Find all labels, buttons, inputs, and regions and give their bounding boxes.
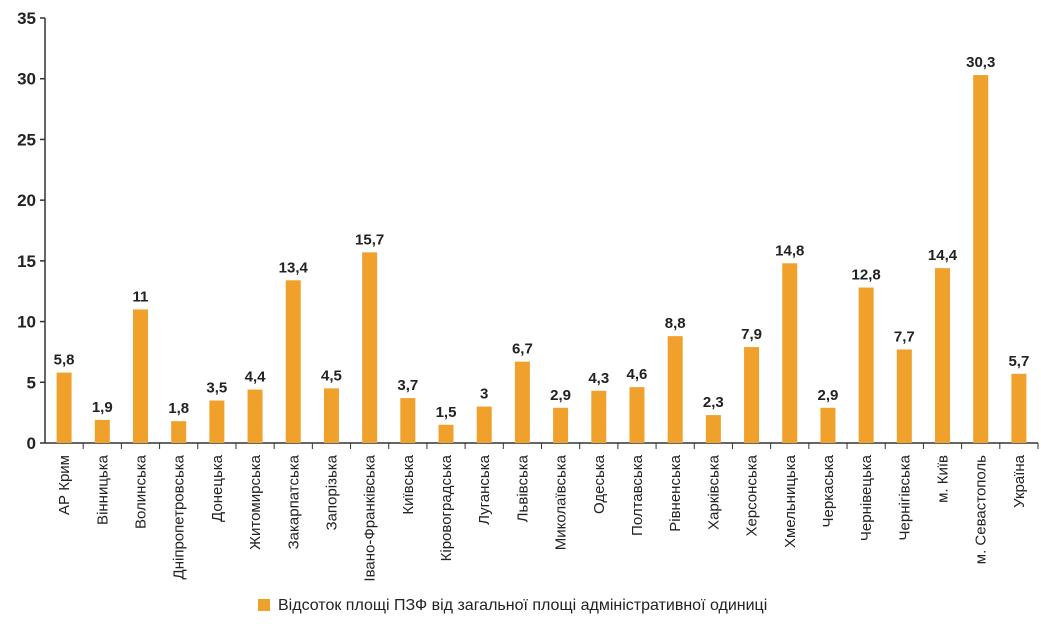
bar-value-label: 2,3 [703, 394, 724, 411]
legend: Відсоток площі ПЗФ від загальної площі а… [258, 597, 767, 614]
bar [94, 419, 110, 443]
legend-label: Відсоток площі ПЗФ від загальної площі а… [278, 597, 767, 614]
category-label: Донецька [209, 454, 226, 522]
bar [896, 349, 912, 443]
category-label: Кіровоградська [438, 454, 455, 561]
bar [514, 361, 530, 443]
value-labels: 5,8 1,9 11 1,8 3,5 4,4 13,4 4,5 15,7 3,7 1,5 3 6,7 2,… [54, 54, 1030, 421]
category-label: Рівненська [667, 454, 684, 531]
category-label: Запорізька [323, 454, 340, 530]
bar-value-label: 2,9 [818, 387, 839, 404]
bar [1011, 373, 1027, 443]
bar [591, 390, 607, 443]
bar-value-label: 13,4 [279, 259, 309, 276]
bar-value-label: 3 [480, 386, 488, 403]
category-label: Херсонська [744, 454, 761, 536]
bar-value-label: 1,8 [168, 400, 189, 417]
bar [285, 280, 301, 443]
bar [438, 424, 454, 443]
bar-value-label: 30,3 [966, 54, 995, 71]
y-tick-label: 20 [17, 191, 36, 210]
bar [56, 372, 72, 443]
bar [323, 388, 339, 443]
bar [973, 75, 989, 444]
bar [209, 400, 225, 443]
bar [744, 347, 760, 443]
bar [171, 421, 187, 443]
bar [820, 407, 836, 443]
y-tick-label: 10 [17, 313, 36, 332]
bar [553, 407, 569, 443]
bar [476, 406, 492, 443]
category-label: Львівська [514, 454, 531, 522]
category-label: Луганська [476, 454, 493, 524]
category-labels: АР Крим Вінницька Волинська Дніпропетровськ… [56, 443, 1039, 582]
category-label: Чернівецька [858, 454, 875, 541]
y-tick-label: 15 [17, 252, 36, 271]
category-label: м. Севастополь [973, 455, 990, 564]
category-label: Миколаївська [553, 454, 570, 550]
bar-value-label: 4,5 [321, 367, 342, 384]
bar-value-label: 11 [133, 288, 149, 305]
bar [132, 309, 148, 443]
y-tick-label: 35 [17, 9, 36, 28]
bar-value-label: 1,5 [436, 404, 457, 421]
bar [247, 389, 263, 443]
bar-value-label: 7,7 [894, 329, 915, 346]
bar-value-label: 7,9 [741, 326, 762, 343]
category-label: Волинська [132, 454, 149, 529]
y-axis-ticks: 0 5 10 15 20 25 30 35 [17, 9, 45, 453]
category-label: Вінницька [94, 454, 111, 525]
y-tick-label: 5 [27, 373, 36, 392]
bar-value-label: 15,7 [355, 231, 384, 248]
category-label: Полтавська [629, 454, 646, 536]
category-label: Україна [1011, 454, 1028, 508]
bar-value-label: 14,4 [928, 247, 958, 264]
category-label: Дніпропетровська [171, 454, 188, 579]
bar-value-label: 5,8 [54, 352, 75, 369]
category-label: Житомирська [247, 454, 264, 550]
category-label: Київська [400, 454, 417, 514]
bar [858, 287, 874, 443]
bar [782, 263, 798, 443]
bar-value-label: 8,8 [665, 315, 686, 332]
bar-value-label: 6,7 [512, 341, 533, 358]
y-tick-label: 25 [17, 130, 36, 149]
bar-value-label: 2,9 [550, 387, 571, 404]
category-label: Одеська [591, 454, 608, 514]
bar-value-label: 5,7 [1008, 353, 1029, 370]
bar-value-label: 12,8 [852, 267, 881, 284]
bar-value-label: 4,6 [627, 366, 648, 383]
bar [362, 252, 378, 443]
y-tick-label: 30 [17, 70, 36, 89]
category-label: Харківська [705, 454, 722, 530]
category-label: м. Київ [935, 455, 952, 503]
bars [56, 75, 1027, 444]
bar-value-label: 3,5 [206, 380, 227, 397]
bar [400, 398, 416, 443]
bar-value-label: 3,7 [397, 377, 418, 394]
y-tick-label: 0 [27, 434, 36, 453]
category-label: Черкаська [820, 454, 837, 527]
bar-value-label: 1,9 [92, 399, 113, 416]
category-label: АР Крим [56, 455, 73, 515]
bar [705, 415, 721, 443]
category-label: Закарпатська [285, 454, 302, 549]
bar [629, 387, 645, 443]
legend-swatch [258, 599, 270, 611]
bar [935, 268, 951, 443]
bar [667, 336, 683, 443]
category-label: Хмельницька [782, 454, 799, 548]
bar-value-label: 4,4 [245, 369, 267, 386]
bar-value-label: 14,8 [775, 242, 804, 259]
category-label: Івано-Франківська [362, 454, 379, 581]
bar-value-label: 4,3 [588, 370, 609, 387]
category-label: Чернігівська [896, 454, 913, 540]
